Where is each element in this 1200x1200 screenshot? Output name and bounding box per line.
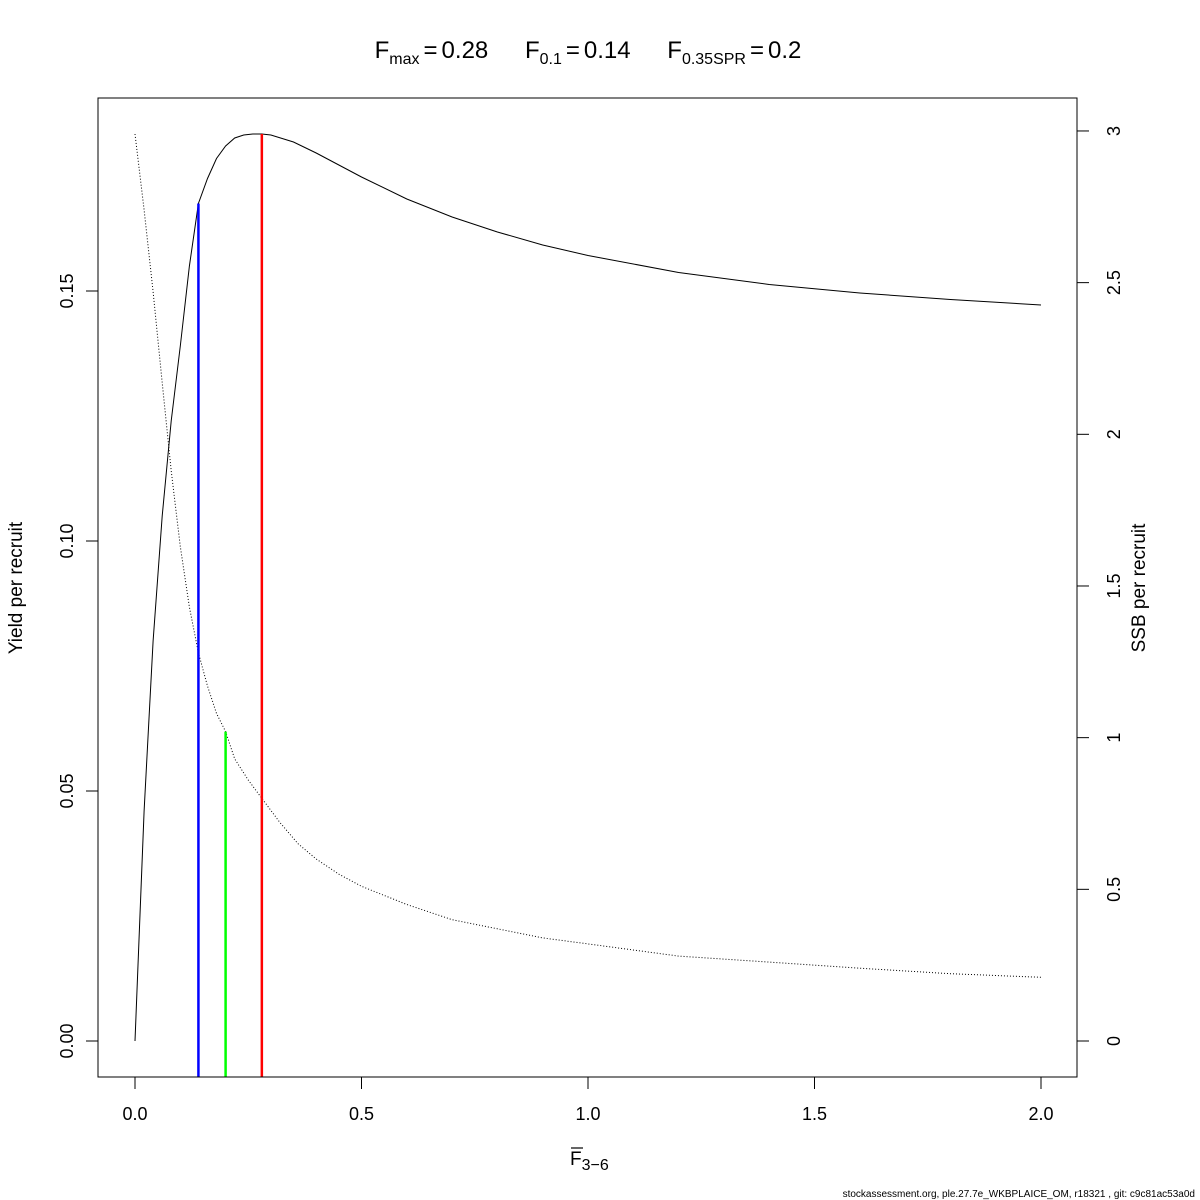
x-axis: 0.0 0.5 1.0 1.5 2.0 — [122, 1076, 1054, 1124]
y-axis-label: Yield per recruit — [6, 521, 27, 654]
fspr-subscript: 0.35SPR — [682, 51, 746, 68]
y2-tick-label: 2.5 — [1104, 270, 1124, 295]
series-layer — [134, 133, 1042, 1042]
y2-tick-label: 2 — [1104, 429, 1124, 439]
y2-tick-label: 0 — [1104, 1036, 1124, 1046]
fmax-equals: = — [424, 37, 438, 64]
y-axis-left: 0.00 0.05 0.10 0.15 — [57, 273, 99, 1059]
x-axis-label: F3−6 — [570, 1149, 609, 1174]
fspr-symbol: F — [667, 37, 682, 64]
y-tick-label: 0.05 — [57, 773, 77, 808]
f01-symbol: F — [525, 37, 540, 64]
y2-axis-label: SSB per recruit — [1129, 523, 1150, 653]
y2-tick-label: 3 — [1104, 126, 1124, 136]
fspr-value: 0.2 — [768, 37, 801, 64]
fmax-value: 0.28 — [442, 37, 489, 64]
ssb-per-recruit-line — [134, 133, 1042, 978]
y-tick-label: 0.00 — [57, 1023, 77, 1058]
f01-subscript: 0.1 — [540, 51, 562, 68]
y2-tick-label: 1.5 — [1104, 573, 1124, 598]
x-tick-label: 2.0 — [1028, 1104, 1053, 1124]
footer-note: stockassessment.org, ple.27.7e_WKBPLAICE… — [843, 1189, 1195, 1200]
fmax-subscript: max — [389, 51, 419, 68]
x-tick-label: 0.0 — [122, 1104, 147, 1124]
f01-equals: = — [566, 37, 580, 64]
x-tick-label: 1.0 — [575, 1104, 600, 1124]
chart-title: Fmax = 0.28 F0.1 = 0.14 F0.35SPR = 0.2 — [375, 37, 802, 68]
y2-tick-label: 0.5 — [1104, 877, 1124, 902]
fspr-equals: = — [750, 37, 764, 64]
fmax-symbol: F — [375, 37, 390, 64]
x-tick-label: 0.5 — [349, 1104, 374, 1124]
y-tick-label: 0.15 — [57, 273, 77, 308]
x-tick-label: 1.5 — [802, 1104, 827, 1124]
y-tick-label: 0.10 — [57, 523, 77, 558]
plot-frame — [97, 97, 1078, 1078]
yield-per-recruit-line — [134, 133, 1042, 1042]
f01-value: 0.14 — [584, 37, 631, 64]
y2-tick-label: 1 — [1104, 733, 1124, 743]
reference-lines — [197, 134, 264, 1077]
y-axis-right: 0 0.5 1 1.5 2 2.5 3 — [1076, 126, 1124, 1046]
x-label-main: F — [570, 1149, 582, 1170]
x-label-sub: 3−6 — [582, 1157, 609, 1174]
